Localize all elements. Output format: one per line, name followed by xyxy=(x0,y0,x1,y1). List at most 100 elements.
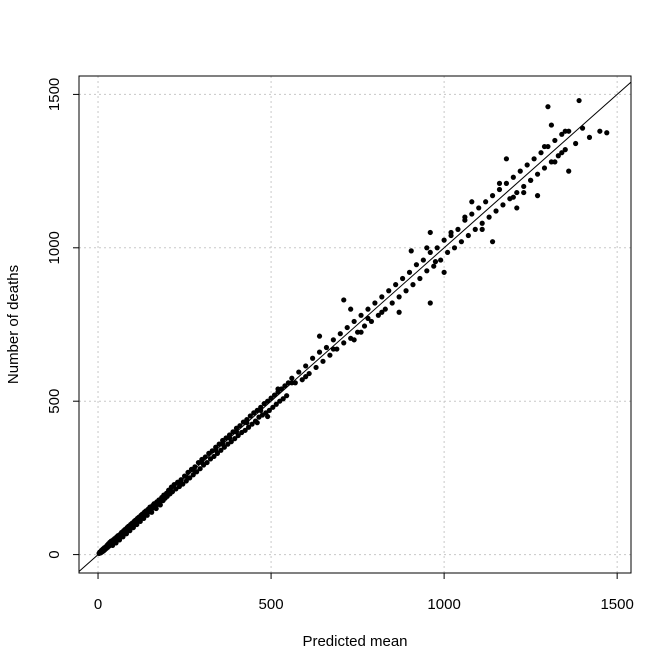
data-point xyxy=(573,140,579,147)
data-point xyxy=(514,189,520,196)
data-point xyxy=(157,502,163,508)
data-point xyxy=(559,131,565,137)
data-point xyxy=(399,275,406,282)
x-tick-label: 1000 xyxy=(427,596,460,613)
data-point xyxy=(396,309,402,315)
data-point xyxy=(289,375,295,381)
data-point xyxy=(323,344,330,351)
data-point xyxy=(149,509,155,515)
data-point xyxy=(232,436,238,442)
data-point xyxy=(289,380,295,386)
data-point xyxy=(247,413,253,419)
data-point xyxy=(451,245,458,251)
data-point xyxy=(213,447,219,453)
data-point xyxy=(365,306,371,312)
data-point xyxy=(306,370,312,377)
data-point xyxy=(403,288,409,294)
data-point xyxy=(479,220,485,226)
data-point xyxy=(237,423,243,429)
data-point xyxy=(579,125,586,131)
data-point xyxy=(341,340,347,346)
data-point xyxy=(545,104,551,110)
data-point xyxy=(303,363,309,369)
data-point xyxy=(379,309,385,315)
data-point xyxy=(444,249,451,256)
y-tick-label: 1500 xyxy=(46,78,63,111)
data-point xyxy=(503,180,510,186)
data-point xyxy=(493,208,499,214)
data-point xyxy=(534,171,541,177)
data-point xyxy=(476,205,482,211)
data-point xyxy=(211,453,217,460)
data-point xyxy=(202,454,208,460)
data-point xyxy=(552,137,558,144)
data-point xyxy=(204,459,210,466)
data-point xyxy=(358,329,364,335)
data-point xyxy=(524,162,530,168)
data-point xyxy=(337,331,343,337)
data-point xyxy=(548,122,555,128)
data-point xyxy=(153,505,159,512)
x-tick-label: 1500 xyxy=(600,596,633,613)
data-point xyxy=(427,229,433,236)
data-point xyxy=(389,300,395,306)
data-point xyxy=(282,383,288,389)
data-point xyxy=(489,193,496,199)
data-point xyxy=(500,202,506,208)
data-point xyxy=(226,435,233,441)
data-point xyxy=(465,232,471,239)
data-point xyxy=(604,130,610,136)
data-point xyxy=(441,237,447,243)
data-point xyxy=(566,168,572,174)
data-point xyxy=(406,269,413,275)
data-point xyxy=(368,318,375,325)
data-point xyxy=(382,306,388,312)
data-point xyxy=(555,153,561,159)
data-point xyxy=(299,377,305,383)
data-point xyxy=(316,349,323,355)
data-point xyxy=(330,346,336,352)
data-point xyxy=(393,282,399,288)
data-point xyxy=(351,318,357,325)
data-point xyxy=(448,229,454,236)
data-point xyxy=(562,128,568,134)
data-point xyxy=(552,159,558,165)
data-point xyxy=(514,205,520,211)
data-point xyxy=(528,177,534,183)
data-point xyxy=(233,429,240,435)
x-axis-label: Predicted mean xyxy=(302,633,407,650)
data-point xyxy=(420,257,426,263)
data-point xyxy=(538,150,544,156)
data-point xyxy=(242,427,248,433)
data-point xyxy=(386,288,392,294)
data-point xyxy=(313,364,319,371)
data-point xyxy=(438,257,444,263)
data-point xyxy=(427,249,433,256)
data-point xyxy=(510,194,516,200)
data-point xyxy=(271,392,278,398)
data-point xyxy=(245,424,252,430)
grid-lines xyxy=(79,76,631,573)
data-point xyxy=(268,395,274,401)
data-point xyxy=(413,262,420,268)
data-point xyxy=(372,300,378,306)
data-point xyxy=(284,393,290,399)
x-axis: 0 500 1000 1500 xyxy=(94,573,634,613)
data-point xyxy=(434,245,440,251)
data-point xyxy=(496,186,503,193)
data-point xyxy=(197,466,203,472)
data-point xyxy=(541,165,548,171)
plot-frame xyxy=(78,75,632,574)
data-point xyxy=(310,355,316,361)
data-point xyxy=(341,297,347,303)
data-point xyxy=(358,312,364,318)
data-point xyxy=(344,324,350,331)
data-point xyxy=(244,420,250,426)
data-point xyxy=(521,183,527,190)
data-point xyxy=(462,214,468,220)
data-point xyxy=(576,97,582,104)
data-point xyxy=(496,180,503,186)
data-point xyxy=(185,469,191,475)
data-point xyxy=(427,300,433,306)
